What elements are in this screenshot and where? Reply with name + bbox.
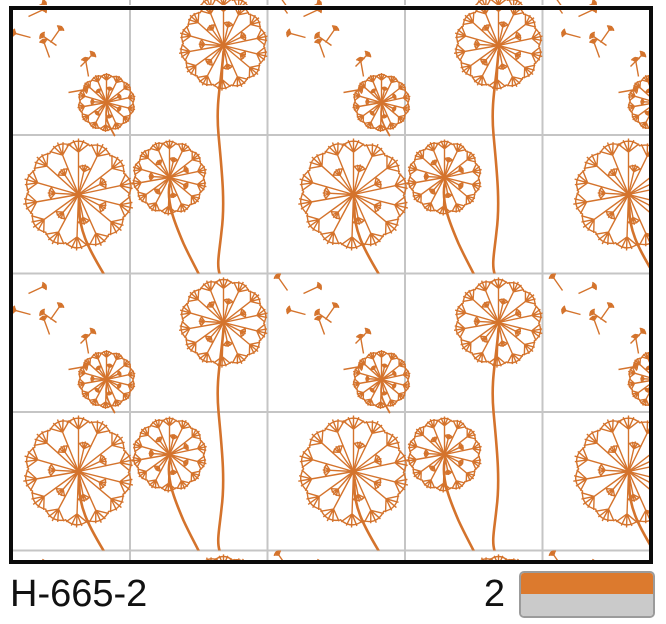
product-code: H-665-2 [10,572,148,615]
color-swatch[interactable] [519,570,655,618]
product-footer: H-665-2 2 [0,564,666,624]
swatch-color-gray [521,594,653,616]
pattern-sliver [13,0,649,5]
swatch-color-orange [521,572,653,594]
tile-preview-frame[interactable] [9,6,653,564]
dandelion-tile-pattern [13,10,649,560]
variant-count: 2 [483,572,505,615]
pattern-fill [13,10,649,560]
